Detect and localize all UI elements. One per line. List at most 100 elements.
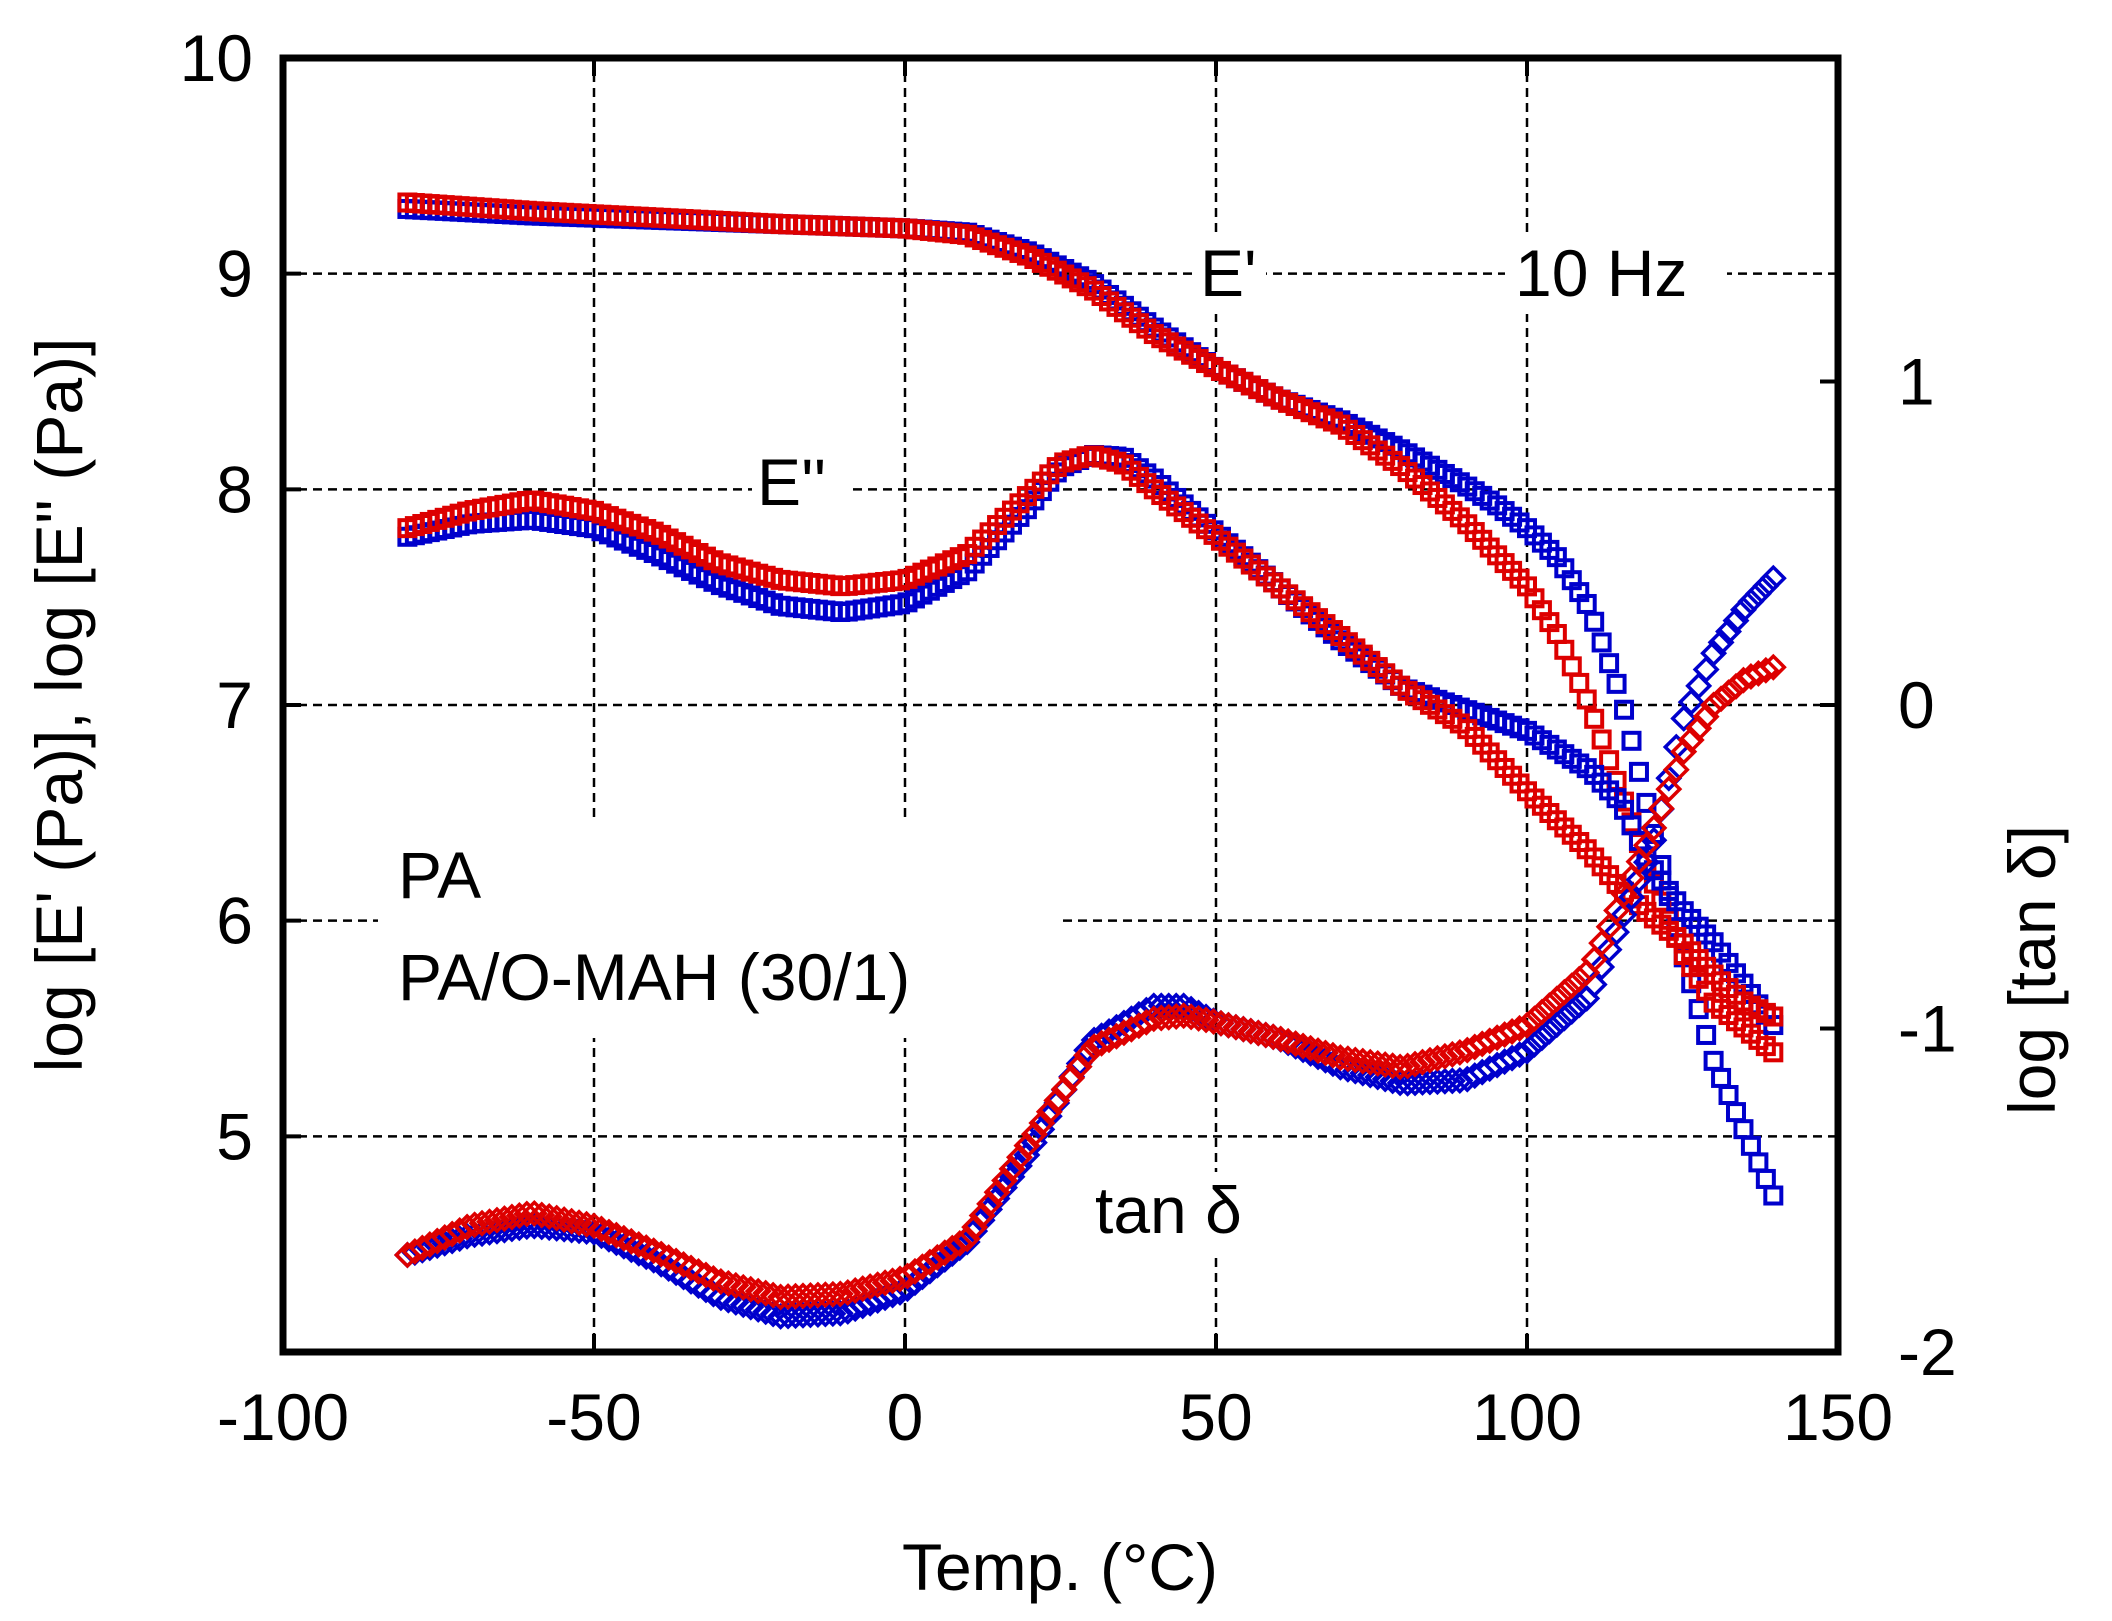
data-point (1588, 953, 1616, 981)
data-point (1614, 699, 1635, 720)
data-point (1259, 1023, 1287, 1051)
data-point (1640, 814, 1668, 842)
data-point (595, 1218, 623, 1246)
data-point (1356, 1048, 1384, 1076)
data-point (1326, 1044, 1354, 1072)
data-point (1229, 1015, 1257, 1043)
data-point (1744, 580, 1772, 608)
data-point (573, 1210, 601, 1238)
data-point (1005, 1143, 1033, 1171)
data-point (1304, 1037, 1332, 1065)
data-point (1200, 1008, 1227, 1035)
data-point (1386, 1053, 1414, 1081)
data-point (602, 1221, 630, 1249)
data-point (670, 1251, 698, 1279)
data-point (1058, 1064, 1086, 1092)
data-point (983, 1178, 1011, 1206)
annotation-tan-delta: tan δ (1095, 1173, 1242, 1247)
data-point (1050, 1075, 1078, 1103)
data-point (1759, 653, 1787, 681)
data-markers (393, 192, 1787, 1330)
data-point (1763, 1185, 1784, 1206)
data-point (476, 1208, 503, 1236)
data-point (737, 1275, 765, 1303)
data-point (1628, 761, 1649, 782)
data-point (1558, 998, 1586, 1026)
data-point (1700, 639, 1728, 667)
data-point (1595, 936, 1623, 964)
data-point (1297, 1034, 1325, 1062)
data-point (1722, 607, 1750, 635)
data-point (520, 1199, 548, 1227)
y-tick-label: 9 (216, 237, 253, 311)
x-tick-label: -100 (217, 1380, 349, 1454)
data-point (1565, 965, 1593, 993)
data-point (1311, 1039, 1339, 1067)
x-tick-label: 0 (887, 1380, 924, 1454)
data-point (1401, 1050, 1429, 1078)
data-point (1554, 639, 1575, 660)
data-point (625, 1230, 653, 1258)
data-point (1655, 764, 1683, 792)
data-point (1535, 991, 1563, 1019)
data-point (1506, 1041, 1534, 1069)
series-pa-o-mah-30-1--5 (393, 653, 1787, 1311)
data-point (834, 1279, 862, 1306)
data-point (856, 1273, 884, 1301)
data-point (1729, 596, 1757, 624)
x-axis-title: Temp. (°C) (902, 1530, 1218, 1604)
data-point (707, 1268, 735, 1295)
data-point (528, 1201, 556, 1229)
data-point (1371, 1051, 1399, 1079)
data-point (968, 1202, 996, 1229)
data-point (535, 1203, 563, 1230)
data-point (1606, 673, 1627, 694)
y2-tick-labels: -2 -1 0 1 (1898, 345, 1957, 1390)
y-axis-title: log [E' (Pa)], log [E'' (Pa)] (22, 338, 96, 1073)
data-point (1289, 1032, 1317, 1060)
data-point (640, 1237, 668, 1265)
data-point (1416, 1046, 1444, 1074)
data-point (1755, 1168, 1776, 1189)
annotation-loss-modulus: E'' (757, 445, 826, 519)
y2-tick-label: 0 (1898, 668, 1935, 742)
y-tick-label: 6 (216, 884, 253, 958)
data-point (744, 1277, 772, 1305)
data-point (1028, 1109, 1056, 1137)
data-point (841, 1277, 869, 1305)
data-point (1584, 611, 1605, 632)
data-point (871, 1269, 899, 1297)
data-point (1528, 998, 1556, 1026)
data-point (1506, 1014, 1534, 1042)
data-point (1748, 1152, 1769, 1173)
data-point (1692, 703, 1720, 731)
data-point (1677, 726, 1705, 754)
data-point (722, 1271, 750, 1299)
data-point (610, 1224, 638, 1252)
data-point (1252, 1021, 1280, 1049)
data-point (1561, 656, 1582, 677)
data-point (685, 1258, 712, 1285)
data-point (849, 1275, 877, 1303)
data-point (1550, 1004, 1578, 1032)
data-point (1423, 1068, 1451, 1096)
data-point (1621, 730, 1642, 751)
data-point (1610, 901, 1638, 929)
annotation-background-loss (752, 447, 852, 529)
y2-axis-title: log [tan δ] (1995, 825, 2069, 1115)
data-point (1718, 1085, 1739, 1106)
data-point (1065, 1053, 1093, 1081)
data-point (1267, 1025, 1295, 1053)
y-tick-label: 7 (216, 668, 253, 742)
x-tick-label: 150 (1783, 1380, 1893, 1454)
legend-entry-pa-omah: PA/O-MAH (30/1) (398, 940, 910, 1014)
data-point (453, 1213, 481, 1241)
data-point (490, 1205, 518, 1233)
data-point (1715, 679, 1743, 707)
annotation-storage-modulus: E' (1200, 236, 1257, 310)
plot-frame (279, 54, 1842, 1356)
data-point (826, 1280, 854, 1308)
y2-tick-label: 1 (1898, 345, 1935, 419)
data-point (1591, 729, 1612, 750)
data-point (729, 1273, 757, 1301)
